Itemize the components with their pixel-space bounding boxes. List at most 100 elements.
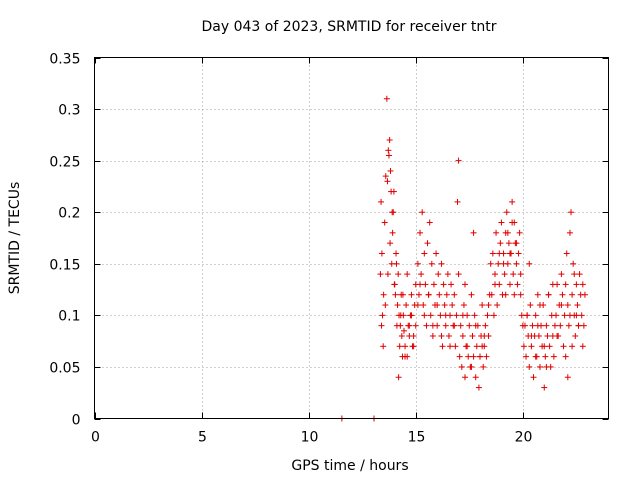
data-point	[472, 374, 479, 381]
data-point	[469, 332, 476, 339]
data-point	[511, 291, 518, 298]
y-tick-label: 0.35	[49, 52, 80, 68]
y-tick-label: 0.3	[58, 103, 80, 119]
data-point	[479, 343, 486, 350]
data-point	[451, 291, 458, 298]
data-point	[418, 271, 425, 278]
data-point	[543, 322, 550, 329]
x-tick-label: 0	[91, 430, 100, 446]
data-point	[399, 291, 406, 298]
data-point	[527, 302, 534, 309]
data-point	[491, 271, 498, 278]
data-point	[495, 260, 502, 267]
data-point	[559, 291, 566, 298]
data-point	[541, 343, 548, 350]
data-point	[395, 374, 402, 381]
data-point	[497, 240, 504, 247]
data-point	[419, 209, 426, 216]
data-point	[526, 260, 533, 267]
data-point	[468, 363, 475, 370]
data-point	[448, 281, 455, 288]
data-point	[410, 343, 417, 350]
data-point	[569, 343, 576, 350]
data-point	[429, 332, 436, 339]
data-point	[535, 332, 542, 339]
chart-title: Day 043 of 2023, SRMTID for receiver tnt…	[201, 19, 496, 35]
data-point	[435, 271, 442, 278]
data-point	[573, 312, 580, 319]
data-point	[404, 271, 411, 278]
data-point	[444, 271, 451, 278]
data-point	[457, 322, 464, 329]
data-point	[578, 312, 585, 319]
data-point	[473, 343, 480, 350]
y-tick-labels: 0 0.05 0.1 0.15 0.2 0.25 0.3 0.35	[49, 52, 80, 429]
data-point	[563, 250, 570, 257]
data-point	[529, 322, 536, 329]
data-point	[576, 271, 583, 278]
data-point	[438, 260, 445, 267]
data-point	[423, 322, 430, 329]
y-tick-label: 0.05	[49, 361, 80, 377]
data-point	[481, 332, 488, 339]
data-point	[565, 322, 572, 329]
data-point	[455, 157, 462, 164]
data-point	[425, 291, 432, 298]
data-point	[426, 219, 433, 226]
data-point	[574, 302, 581, 309]
data-point	[517, 291, 524, 298]
data-point	[397, 322, 404, 329]
data-point	[429, 322, 436, 329]
data-point	[382, 302, 389, 309]
data-point	[553, 312, 560, 319]
data-point	[393, 260, 400, 267]
data-point	[377, 271, 384, 278]
data-point	[532, 312, 539, 319]
data-point	[442, 312, 449, 319]
x-tick-label: 15	[408, 430, 426, 446]
data-point	[570, 260, 577, 267]
ticks	[94, 57, 609, 420]
data-point	[579, 343, 586, 350]
y-tick-label: 0.1	[58, 309, 80, 325]
data-point	[389, 229, 396, 236]
data-point	[471, 312, 478, 319]
data-point	[417, 281, 424, 288]
data-point	[424, 240, 431, 247]
data-point	[406, 322, 413, 329]
data-point	[438, 332, 445, 339]
data-point	[437, 312, 444, 319]
data-point	[378, 198, 385, 205]
data-point	[500, 260, 507, 267]
data-point	[501, 271, 508, 278]
data-point	[485, 302, 492, 309]
data-point	[415, 291, 422, 298]
data-point	[581, 291, 588, 298]
y-tick-label: 0.25	[49, 155, 80, 171]
data-point	[452, 343, 459, 350]
data-point	[378, 250, 385, 257]
plot-frame	[94, 57, 609, 419]
data-point	[498, 219, 505, 226]
data-point	[517, 271, 524, 278]
data-point	[381, 219, 388, 226]
data-point	[380, 291, 387, 298]
data-point	[475, 384, 482, 391]
data-point	[489, 250, 496, 257]
data-point	[400, 327, 407, 334]
data-point	[382, 173, 389, 180]
data-point	[520, 343, 527, 350]
data-point	[420, 302, 427, 309]
data-point	[562, 281, 569, 288]
data-point	[543, 363, 550, 370]
data-point	[532, 353, 539, 360]
x-tick-label: 20	[515, 430, 533, 446]
x-axis-label: GPS time / hours	[291, 458, 408, 474]
data-point	[513, 260, 520, 267]
data-point	[487, 260, 494, 267]
data-point	[566, 312, 573, 319]
data-point	[506, 281, 513, 288]
data-point	[402, 343, 409, 350]
data-point	[571, 271, 578, 278]
data-point	[554, 281, 561, 288]
